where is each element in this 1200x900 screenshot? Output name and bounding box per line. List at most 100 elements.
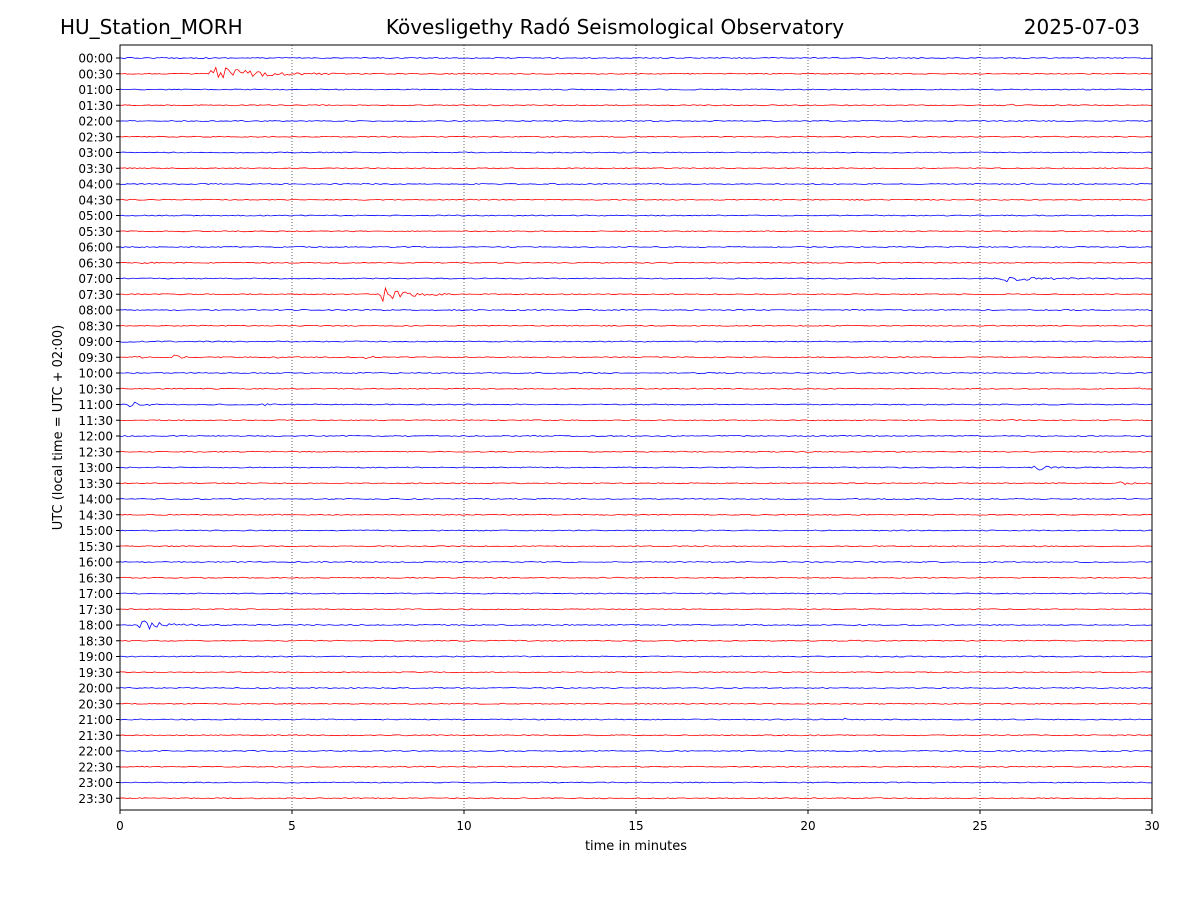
- record-date: 2025-07-03: [1023, 15, 1140, 39]
- y-tick-label: 02:00: [78, 115, 113, 129]
- x-tick-label: 20: [800, 819, 815, 833]
- seismic-trace-0000: [119, 57, 1153, 59]
- x-axis-label: time in minutes: [585, 839, 687, 854]
- chart-title: Kövesligethy Radó Seismological Observat…: [385, 15, 845, 39]
- x-tick-label: 30: [1144, 819, 1159, 833]
- y-tick-label: 14:30: [78, 508, 113, 522]
- y-tick-label: 18:30: [78, 634, 113, 648]
- vertical-grid: [291, 45, 981, 810]
- seismic-trace-1230: [119, 450, 1153, 453]
- y-tick-label: 00:00: [78, 52, 113, 66]
- seismic-trace-0100: [119, 88, 1153, 91]
- seismic-trace-1700: [119, 592, 1153, 595]
- seismic-trace-1800: [119, 620, 1153, 631]
- seismic-trace-0300: [119, 151, 1153, 154]
- y-tick-label: 01:30: [78, 99, 113, 113]
- y-tick-label: 08:30: [78, 319, 113, 333]
- seismic-trace-0430: [119, 198, 1153, 201]
- y-tick-label: 13:00: [78, 461, 113, 475]
- x-tick-label: 0: [116, 819, 124, 833]
- y-tick-label: 21:00: [78, 713, 113, 727]
- y-tick-label: 09:30: [78, 351, 113, 365]
- y-tick-label: 19:30: [78, 666, 113, 680]
- y-axis-label: UTC (local time = UTC + 02:00): [51, 325, 66, 530]
- x-axis-ticks: 0 5 10 15 20 25 30: [116, 810, 1160, 833]
- y-tick-label: 05:30: [78, 225, 113, 239]
- seismic-trace-0130: [119, 103, 1153, 107]
- y-tick-label: 12:00: [78, 430, 113, 444]
- y-tick-label: 13:30: [78, 477, 113, 491]
- seismic-trace-1730: [119, 608, 1153, 611]
- seismic-trace-2130: [119, 734, 1153, 737]
- seismic-trace-1500: [119, 529, 1153, 532]
- x-tick-label: 25: [972, 819, 987, 833]
- y-tick-label: 21:30: [78, 729, 113, 743]
- seismic-trace-0530: [119, 230, 1153, 233]
- y-tick-label: 10:30: [78, 382, 113, 396]
- seismic-trace-1530: [119, 545, 1153, 548]
- trace-rows: [119, 57, 1153, 800]
- y-tick-label: 00:30: [78, 67, 113, 81]
- y-tick-label: 23:30: [78, 792, 113, 806]
- seismic-trace-0230: [119, 135, 1153, 138]
- y-tick-label: 15:30: [78, 540, 113, 554]
- y-tick-label: 19:00: [78, 650, 113, 664]
- seismic-trace-1900: [119, 655, 1153, 658]
- seismic-trace-0830: [119, 324, 1153, 327]
- seismic-trace-1130: [119, 419, 1152, 422]
- seismic-trace-1000: [119, 372, 1153, 374]
- seismic-trace-0500: [119, 214, 1153, 217]
- seismic-trace-1330: [119, 481, 1153, 485]
- seismic-trace-0700: [119, 276, 1153, 283]
- seismic-trace-0400: [119, 183, 1153, 185]
- seismic-trace-1300: [119, 465, 1153, 471]
- x-tick-label: 15: [628, 819, 643, 833]
- y-tick-label: 12:30: [78, 445, 113, 459]
- y-tick-label: 07:00: [78, 272, 113, 286]
- seismic-trace-1200: [119, 435, 1153, 437]
- seismic-trace-1430: [119, 513, 1153, 516]
- y-tick-label: 22:30: [78, 760, 113, 774]
- x-tick-label: 5: [288, 819, 296, 833]
- y-tick-label: 16:00: [78, 556, 113, 570]
- seismic-trace-2100: [119, 717, 1153, 721]
- y-tick-label: 03:30: [78, 162, 113, 176]
- seismic-trace-2000: [119, 687, 1153, 689]
- seismic-trace-0900: [119, 340, 1153, 343]
- seismic-trace-1030: [119, 387, 1153, 390]
- y-tick-label: 04:30: [78, 193, 113, 207]
- y-tick-label: 04:00: [78, 178, 113, 192]
- seismic-trace-2030: [119, 702, 1153, 705]
- y-tick-label: 10:00: [78, 367, 113, 381]
- y-tick-label: 08:00: [78, 304, 113, 318]
- seismic-trace-1830: [119, 639, 1153, 642]
- y-tick-label: 22:00: [78, 745, 113, 759]
- y-tick-label: 11:00: [78, 398, 113, 412]
- y-tick-label: 06:30: [78, 256, 113, 270]
- seismic-trace-1100: [119, 401, 1153, 408]
- station-name: HU_Station_MORH: [60, 15, 243, 39]
- y-tick-label: 14:00: [78, 493, 113, 507]
- seismic-trace-1400: [119, 498, 1153, 500]
- seismic-trace-0330: [119, 167, 1153, 170]
- y-tick-label: 02:30: [78, 130, 113, 144]
- seismic-trace-0800: [119, 309, 1153, 311]
- y-tick-label: 11:30: [78, 414, 113, 428]
- y-tick-label: 18:00: [78, 619, 113, 633]
- y-tick-label: 05:00: [78, 209, 113, 223]
- seismic-trace-2230: [119, 765, 1153, 768]
- y-tick-label: 23:00: [78, 776, 113, 790]
- seismic-trace-0600: [119, 246, 1153, 249]
- y-tick-label: 15:00: [78, 524, 113, 538]
- y-tick-label: 17:00: [78, 587, 113, 601]
- seismic-trace-0630: [119, 261, 1153, 265]
- y-tick-label: 07:30: [78, 288, 113, 302]
- seismic-trace-2330: [119, 797, 1153, 800]
- y-tick-label: 17:30: [78, 603, 113, 617]
- seismic-trace-0200: [119, 120, 1153, 122]
- y-tick-label: 20:30: [78, 697, 113, 711]
- y-tick-label: 16:30: [78, 571, 113, 585]
